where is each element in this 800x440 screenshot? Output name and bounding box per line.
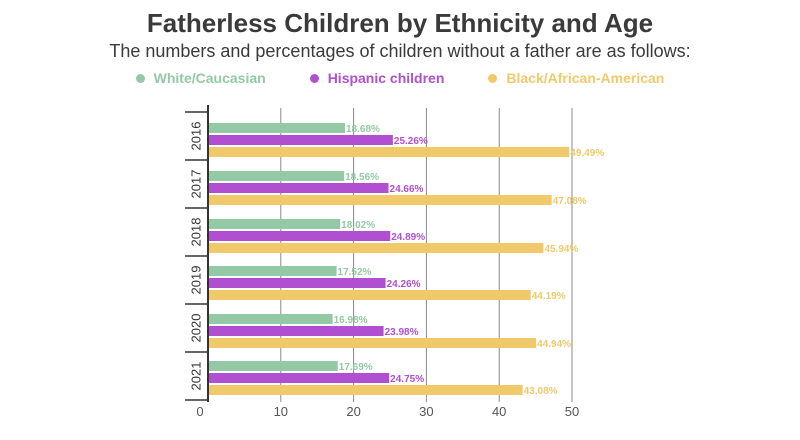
data-label: 47.08% xyxy=(553,196,587,207)
data-label: 18.56% xyxy=(345,172,379,183)
category-label: 2018 xyxy=(188,218,203,247)
x-tick-label: 10 xyxy=(274,404,288,419)
data-label: 44.94% xyxy=(537,339,571,350)
data-label: 17.69% xyxy=(339,362,373,373)
legend-item-hispanic: Hispanic children xyxy=(309,70,445,86)
legend: White/Caucasian Hispanic children Black/… xyxy=(0,70,800,86)
x-tick-label: 50 xyxy=(565,404,579,419)
bar-hispanic xyxy=(209,135,393,145)
bar-white xyxy=(209,266,337,276)
data-label: 49.49% xyxy=(570,148,604,159)
data-label: 24.26% xyxy=(387,279,421,290)
category-label: 2021 xyxy=(188,362,203,391)
chart-subtitle: The numbers and percentages of children … xyxy=(109,41,691,61)
data-label: 16.98% xyxy=(334,315,368,326)
legend-label-hispanic: Hispanic children xyxy=(327,70,445,86)
x-tick-label: 30 xyxy=(419,404,433,419)
category-label: 2016 xyxy=(188,122,203,151)
legend-item-white: White/Caucasian xyxy=(135,70,266,86)
bar-black xyxy=(209,243,544,253)
data-label: 24.75% xyxy=(390,374,424,385)
chart-title: Fatherless Children by Ethnicity and Age xyxy=(146,8,654,38)
category-label: 2017 xyxy=(188,170,203,199)
category-label: 2019 xyxy=(188,266,203,295)
legend-label-black: Black/African-American xyxy=(506,70,665,86)
data-label: 44.19% xyxy=(532,291,566,302)
legend-dot-black xyxy=(488,73,498,83)
bar-hispanic xyxy=(209,183,389,193)
bar-hispanic xyxy=(209,231,391,241)
bar-black xyxy=(209,195,552,205)
data-label: 43.08% xyxy=(524,386,558,397)
legend-item-black: Black/African-American xyxy=(488,70,664,86)
data-label: 18.02% xyxy=(341,220,375,231)
bar-black xyxy=(209,338,537,348)
data-label: 18.68% xyxy=(346,124,380,135)
bar-black xyxy=(209,147,570,157)
category-label: 2020 xyxy=(188,314,203,343)
data-label: 24.66% xyxy=(390,184,424,195)
legend-dot-white xyxy=(135,73,145,83)
legend-dot-hispanic xyxy=(309,73,319,83)
data-label: 17.52% xyxy=(338,267,372,278)
x-tick-label: 40 xyxy=(492,404,506,419)
bar-white xyxy=(209,361,338,371)
x-tick-label: 20 xyxy=(346,404,360,419)
data-label: 45.94% xyxy=(544,244,578,255)
bar-white xyxy=(209,314,333,324)
bar-white xyxy=(209,171,345,181)
data-label: 23.98% xyxy=(385,327,419,338)
bar-white xyxy=(209,123,345,133)
bar-black xyxy=(209,290,531,300)
data-label: 24.89% xyxy=(391,232,425,243)
bar-white xyxy=(209,219,341,229)
bar-hispanic xyxy=(209,373,390,383)
bar-hispanic xyxy=(209,326,384,336)
legend-label-white: White/Caucasian xyxy=(153,70,266,86)
data-label: 25.26% xyxy=(394,136,428,147)
bar-hispanic xyxy=(209,278,386,288)
x-tick-label: 0 xyxy=(196,404,203,419)
bar-black xyxy=(209,385,523,395)
